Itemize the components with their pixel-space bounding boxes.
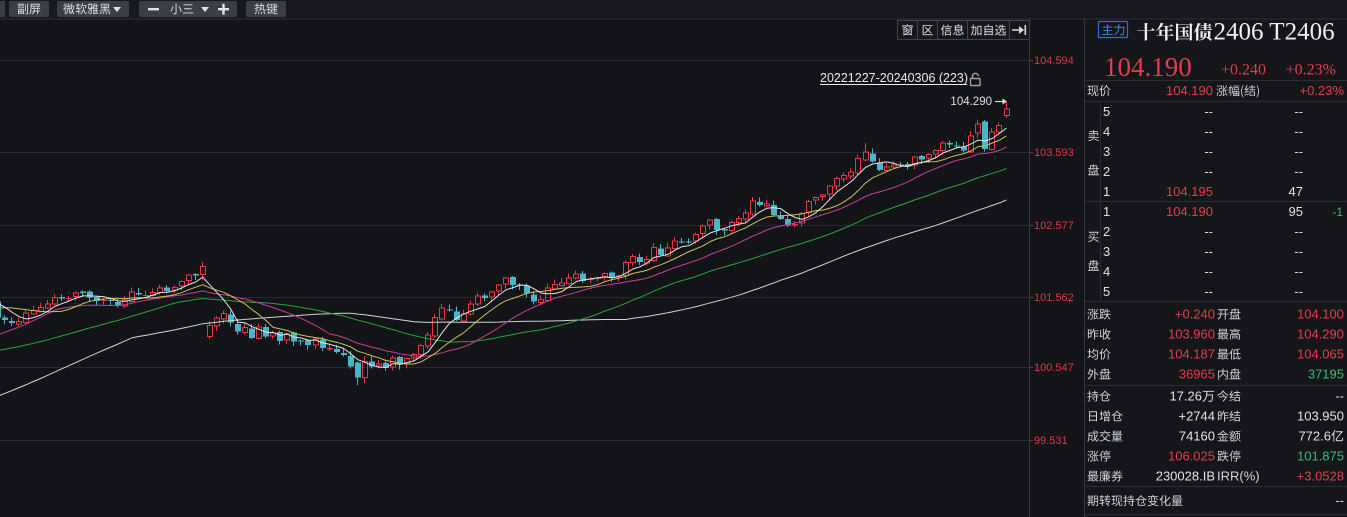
svg-text:--: -- xyxy=(1294,124,1303,139)
svg-text:104.594: 104.594 xyxy=(1034,55,1074,67)
svg-text:-1: -1 xyxy=(1332,205,1343,219)
svg-text:3: 3 xyxy=(1103,244,1110,259)
svg-text:3: 3 xyxy=(1103,144,1110,159)
svg-text:+0.240: +0.240 xyxy=(1221,62,1266,79)
svg-text:104.065: 104.065 xyxy=(1297,347,1344,362)
svg-text:100.547: 100.547 xyxy=(1034,362,1074,374)
svg-text:103.960: 103.960 xyxy=(1168,327,1215,342)
svg-text:230028.IB: 230028.IB xyxy=(1156,469,1215,484)
svg-text:17.26: 17.26 xyxy=(1169,389,1202,404)
svg-text:+2744: +2744 xyxy=(1178,409,1215,424)
svg-text:5: 5 xyxy=(1103,284,1110,299)
svg-text:104.187: 104.187 xyxy=(1168,347,1215,362)
svg-text:20221227-20240306 (223): 20221227-20240306 (223) xyxy=(820,71,968,85)
svg-text:--: -- xyxy=(1204,144,1213,159)
svg-text:104.100: 104.100 xyxy=(1297,307,1344,322)
svg-text:+3.0528: +3.0528 xyxy=(1297,469,1344,484)
svg-text:--: -- xyxy=(1294,264,1303,279)
svg-text:772.6: 772.6 xyxy=(1298,429,1331,444)
svg-text:101.562: 101.562 xyxy=(1034,292,1074,304)
svg-text:1: 1 xyxy=(1103,204,1110,219)
svg-text:103.593: 103.593 xyxy=(1034,147,1074,159)
svg-text:2406 T2406: 2406 T2406 xyxy=(1214,19,1335,46)
svg-text:--: -- xyxy=(1335,389,1344,404)
svg-text:--: -- xyxy=(1294,164,1303,179)
svg-text:--: -- xyxy=(1204,284,1213,299)
svg-text:104.190: 104.190 xyxy=(1166,83,1213,98)
svg-text:99.531: 99.531 xyxy=(1034,435,1068,447)
svg-text:104.290: 104.290 xyxy=(1297,327,1344,342)
svg-text:4: 4 xyxy=(1103,264,1110,279)
svg-text:36965: 36965 xyxy=(1179,367,1215,382)
svg-text:102.577: 102.577 xyxy=(1034,220,1074,232)
svg-text:104.290: 104.290 xyxy=(950,96,992,108)
svg-text:104.195: 104.195 xyxy=(1166,184,1213,199)
svg-text:104.190: 104.190 xyxy=(1104,52,1192,82)
svg-text:2: 2 xyxy=(1103,164,1110,179)
svg-text:--: -- xyxy=(1294,224,1303,239)
svg-text:101.875: 101.875 xyxy=(1297,449,1344,464)
svg-text:4: 4 xyxy=(1103,124,1110,139)
svg-text:--: -- xyxy=(1335,493,1344,508)
svg-text:IRR(%): IRR(%) xyxy=(1217,469,1260,484)
svg-text:2: 2 xyxy=(1103,224,1110,239)
svg-text:47: 47 xyxy=(1289,184,1303,199)
svg-text:74160: 74160 xyxy=(1179,429,1215,444)
svg-text:--: -- xyxy=(1294,284,1303,299)
svg-text:--: -- xyxy=(1204,124,1213,139)
svg-text:1: 1 xyxy=(1103,184,1110,199)
svg-text:103.950: 103.950 xyxy=(1297,409,1344,424)
svg-text:--: -- xyxy=(1204,164,1213,179)
svg-text:95: 95 xyxy=(1289,204,1303,219)
svg-text:104.190: 104.190 xyxy=(1166,204,1213,219)
svg-text:37195: 37195 xyxy=(1308,367,1344,382)
svg-text:+0.23%: +0.23% xyxy=(1300,83,1345,98)
svg-text:--: -- xyxy=(1294,104,1303,119)
svg-text:106.025: 106.025 xyxy=(1168,449,1215,464)
svg-text:--: -- xyxy=(1294,144,1303,159)
svg-text:--: -- xyxy=(1204,244,1213,259)
svg-text:+0.23%: +0.23% xyxy=(1286,62,1336,79)
svg-text:--: -- xyxy=(1204,224,1213,239)
svg-text:--: -- xyxy=(1294,244,1303,259)
svg-text:5: 5 xyxy=(1103,104,1110,119)
svg-text:+0.240: +0.240 xyxy=(1175,307,1215,322)
svg-text:--: -- xyxy=(1204,264,1213,279)
svg-text:--: -- xyxy=(1204,104,1213,119)
